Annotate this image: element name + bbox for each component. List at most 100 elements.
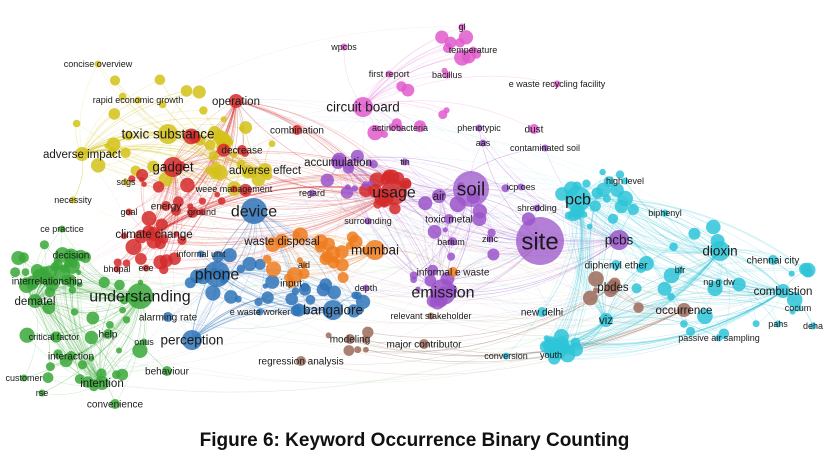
keyword-bubble bbox=[204, 261, 230, 287]
keyword-label: ng g dw bbox=[703, 277, 735, 287]
keyword-label: concise overview bbox=[64, 59, 133, 69]
minor-keyword-bubble bbox=[291, 287, 300, 295]
keyword-label: regression analysis bbox=[258, 357, 344, 368]
minor-keyword-bubble bbox=[208, 126, 222, 139]
link bbox=[81, 152, 154, 167]
link bbox=[605, 314, 724, 335]
minor-keyword-bubble bbox=[559, 340, 570, 351]
link bbox=[145, 191, 395, 269]
keyword-bubble bbox=[533, 204, 541, 212]
link bbox=[71, 281, 784, 351]
link bbox=[141, 179, 334, 311]
minor-keyword-bubble bbox=[447, 252, 456, 261]
link bbox=[81, 131, 220, 155]
link bbox=[23, 249, 376, 379]
link bbox=[337, 161, 541, 242]
minor-keyword-bubble bbox=[187, 206, 199, 218]
keyword-label: decrease bbox=[221, 146, 263, 157]
keyword-label: phone bbox=[195, 267, 240, 284]
link bbox=[81, 117, 224, 155]
keyword-label: viz bbox=[599, 315, 613, 327]
link bbox=[81, 99, 139, 155]
link bbox=[78, 195, 440, 279]
keyword-bubble bbox=[142, 264, 150, 272]
minor-keyword-bubble bbox=[599, 168, 606, 176]
link bbox=[610, 290, 685, 311]
minor-keyword-bubble bbox=[262, 254, 272, 264]
minor-keyword-bubble bbox=[706, 219, 721, 235]
keyword-label: toxic metal bbox=[425, 215, 473, 226]
minor-keyword-bubble bbox=[570, 337, 581, 348]
link bbox=[605, 316, 720, 339]
link bbox=[520, 186, 620, 241]
minor-keyword-bubble bbox=[60, 264, 69, 273]
keyword-bubble bbox=[230, 185, 238, 193]
minor-keyword-bubble bbox=[438, 110, 448, 120]
link bbox=[81, 153, 167, 180]
minor-keyword-bubble bbox=[212, 250, 225, 263]
keyword-bubble bbox=[458, 23, 466, 31]
minor-keyword-bubble bbox=[136, 168, 149, 181]
link bbox=[81, 144, 242, 165]
link bbox=[442, 239, 620, 293]
link bbox=[161, 191, 395, 233]
keyword-bubble bbox=[661, 209, 669, 217]
minor-keyword-bubble bbox=[113, 258, 122, 267]
link bbox=[238, 298, 334, 315]
minor-keyword-bubble bbox=[42, 372, 54, 383]
link bbox=[590, 297, 685, 314]
link bbox=[583, 214, 721, 253]
minor-keyword-bubble bbox=[443, 43, 453, 54]
minor-keyword-bubble bbox=[369, 160, 378, 169]
link bbox=[590, 297, 685, 314]
link bbox=[594, 205, 721, 252]
link bbox=[365, 309, 685, 356]
link bbox=[552, 290, 784, 349]
keyword-label: gadget bbox=[152, 160, 194, 175]
keyword-bubble bbox=[125, 208, 133, 216]
link bbox=[671, 275, 784, 296]
keyword-label: e waste recycling facility bbox=[509, 79, 606, 89]
keyword-label: site bbox=[521, 228, 558, 255]
link bbox=[577, 198, 740, 285]
link bbox=[81, 90, 187, 155]
minor-keyword-bubble bbox=[122, 316, 131, 324]
link bbox=[81, 148, 220, 173]
keyword-label: bfr bbox=[675, 265, 686, 275]
link bbox=[191, 299, 364, 341]
minor-keyword-bubble bbox=[786, 292, 803, 308]
keyword-label: depth bbox=[355, 283, 378, 293]
minor-keyword-bubble bbox=[158, 100, 167, 109]
link bbox=[81, 110, 204, 155]
keyword-label: pahs bbox=[768, 319, 788, 329]
keyword-label: combustion bbox=[754, 286, 813, 298]
keyword-label: onus bbox=[134, 337, 154, 347]
keyword-bubble bbox=[502, 352, 510, 360]
keyword-bubble bbox=[362, 284, 370, 292]
minor-keyword-bubble bbox=[290, 304, 302, 317]
keyword-label: dematel bbox=[15, 296, 56, 308]
minor-keyword-bubble bbox=[152, 181, 165, 193]
keyword-bubble bbox=[621, 177, 629, 185]
keyword-label: passive air sampling bbox=[678, 333, 760, 343]
link bbox=[34, 291, 130, 302]
link bbox=[81, 148, 210, 171]
minor-keyword-bubble bbox=[343, 345, 355, 356]
link bbox=[139, 153, 246, 297]
keyword-label: diphenyl ether bbox=[585, 261, 648, 272]
link bbox=[337, 159, 538, 209]
link bbox=[320, 198, 579, 253]
keyword-bubble bbox=[229, 94, 243, 108]
link bbox=[624, 180, 784, 292]
minor-keyword-bubble bbox=[541, 342, 548, 348]
link bbox=[443, 239, 620, 293]
link bbox=[438, 147, 546, 197]
minor-keyword-bubble bbox=[615, 170, 625, 179]
minor-keyword-bubble bbox=[633, 302, 644, 313]
link bbox=[160, 166, 177, 263]
link bbox=[423, 239, 620, 345]
link bbox=[612, 286, 685, 311]
link bbox=[141, 100, 237, 180]
link bbox=[621, 206, 721, 252]
link bbox=[332, 257, 679, 311]
